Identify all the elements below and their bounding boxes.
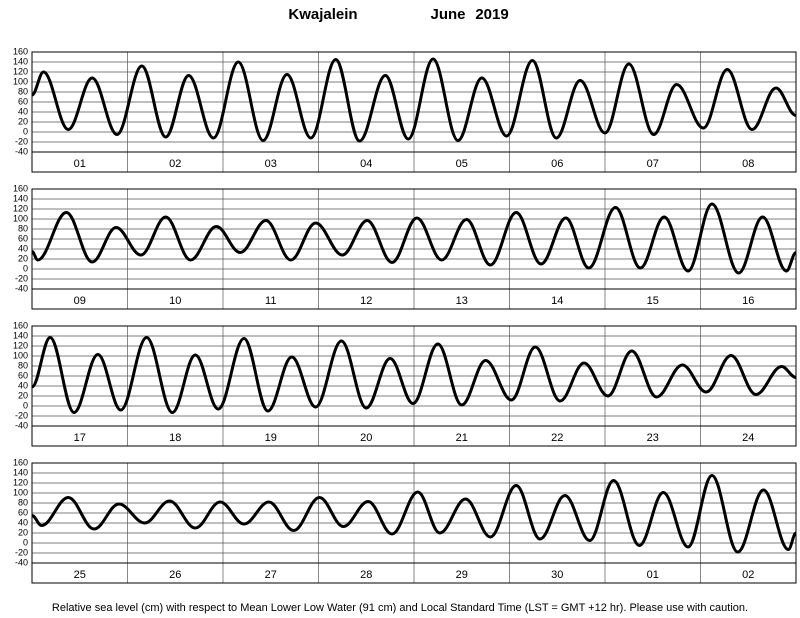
- y-tick-label: 60: [18, 507, 28, 517]
- chart-title-place: Kwajalein: [288, 6, 357, 23]
- y-tick-label: 20: [18, 390, 28, 400]
- x-tick-label: 01: [74, 158, 86, 170]
- x-tick-label: 05: [456, 158, 468, 170]
- x-tick-label: 17: [74, 432, 86, 444]
- y-tick-label: 100: [13, 76, 28, 86]
- y-tick-label: 160: [13, 320, 28, 330]
- x-tick-label: 01: [647, 569, 659, 581]
- y-tick-label: 80: [18, 360, 28, 370]
- x-tick-label: 29: [456, 569, 468, 581]
- x-tick-label: 07: [647, 158, 659, 170]
- x-tick-label: 28: [360, 569, 372, 581]
- x-tick-label: 23: [647, 432, 659, 444]
- y-tick-label: 40: [18, 380, 28, 390]
- y-tick-label: 0: [23, 400, 28, 410]
- y-tick-label: 0: [23, 537, 28, 547]
- x-tick-label: 04: [360, 158, 372, 170]
- tide-line: [30, 335, 797, 415]
- panel-frame: [31, 51, 797, 173]
- chart-title-month: June: [430, 6, 465, 23]
- y-tick-label: 60: [18, 233, 28, 243]
- x-tick-label: 22: [551, 432, 563, 444]
- y-tick-label: 60: [18, 370, 28, 380]
- tide-line: [31, 57, 797, 143]
- y-tick-label: 80: [18, 497, 28, 507]
- x-tick-label: 02: [169, 158, 181, 170]
- x-tick-label: 21: [456, 432, 468, 444]
- panel-frame: [31, 462, 797, 584]
- chart-title-year: 2019: [475, 6, 508, 23]
- x-tick-label: 06: [551, 158, 563, 170]
- x-tick-label: 02: [742, 569, 754, 581]
- y-tick-label: -40: [15, 283, 28, 293]
- panel-frame: [31, 188, 797, 310]
- x-tick-label: 10: [169, 295, 181, 307]
- y-tick-label: -20: [15, 273, 28, 283]
- y-tick-label: 120: [13, 340, 28, 350]
- x-tick-label: 18: [169, 432, 181, 444]
- x-tick-label: 16: [742, 295, 754, 307]
- y-tick-label: 0: [23, 263, 28, 273]
- y-tick-label: 120: [13, 203, 28, 213]
- y-tick-label: 140: [13, 56, 28, 66]
- x-tick-label: 09: [74, 295, 86, 307]
- x-tick-label: 03: [265, 158, 277, 170]
- y-tick-label: 120: [13, 66, 28, 76]
- y-tick-label: -20: [15, 136, 28, 146]
- y-tick-label: 40: [18, 106, 28, 116]
- y-tick-label: -40: [15, 420, 28, 430]
- y-tick-label: 140: [13, 467, 28, 477]
- y-tick-label: 40: [18, 243, 28, 253]
- y-tick-label: 20: [18, 116, 28, 126]
- x-tick-label: 15: [647, 295, 659, 307]
- x-tick-label: 24: [742, 432, 754, 444]
- x-tick-label: 08: [742, 158, 754, 170]
- x-tick-label: 30: [551, 569, 563, 581]
- y-tick-label: 80: [18, 86, 28, 96]
- y-tick-label: -20: [15, 547, 28, 557]
- tide-line: [31, 473, 797, 554]
- x-tick-label: 13: [456, 295, 468, 307]
- y-tick-label: 140: [13, 193, 28, 203]
- y-tick-label: 160: [13, 46, 28, 56]
- x-tick-label: 20: [360, 432, 372, 444]
- y-tick-label: 160: [13, 457, 28, 467]
- y-tick-label: 120: [13, 477, 28, 487]
- y-tick-label: 160: [13, 183, 28, 193]
- x-tick-label: 14: [551, 295, 563, 307]
- y-tick-label: 0: [23, 126, 28, 136]
- x-tick-label: 11: [265, 295, 276, 307]
- y-tick-label: -40: [15, 146, 28, 156]
- y-tick-label: 40: [18, 517, 28, 527]
- y-tick-label: 60: [18, 96, 28, 106]
- x-tick-label: 19: [265, 432, 277, 444]
- y-tick-label: -40: [15, 557, 28, 567]
- y-tick-label: 20: [18, 527, 28, 537]
- y-tick-label: -20: [15, 410, 28, 420]
- footnote: Relative sea level (cm) with respect to …: [52, 602, 748, 614]
- y-tick-label: 100: [13, 350, 28, 360]
- tide-line: [31, 202, 797, 275]
- x-tick-label: 26: [169, 569, 181, 581]
- y-tick-label: 20: [18, 253, 28, 263]
- x-tick-label: 27: [265, 569, 277, 581]
- y-tick-label: 140: [13, 330, 28, 340]
- y-tick-label: 100: [13, 487, 28, 497]
- y-tick-label: 80: [18, 223, 28, 233]
- x-tick-label: 25: [74, 569, 86, 581]
- y-tick-label: 100: [13, 213, 28, 223]
- x-tick-label: 12: [360, 295, 372, 307]
